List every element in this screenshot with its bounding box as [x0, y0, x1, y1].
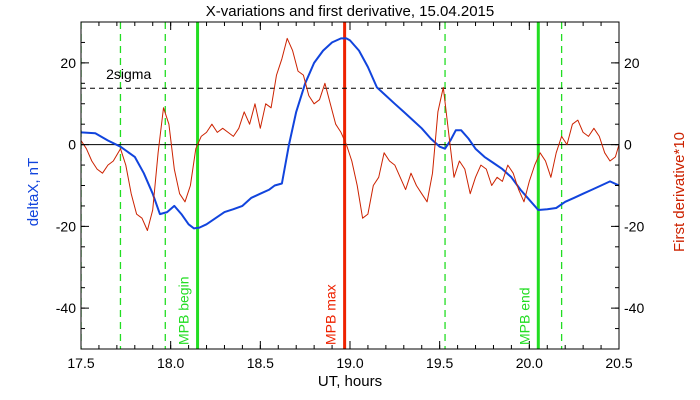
x-tick-label-4: 19.5 — [426, 355, 453, 371]
threshold-label: 2sigma — [106, 66, 151, 82]
series-line-0 — [81, 37, 619, 230]
y-tick-label-right-1: 0 — [624, 137, 632, 153]
vertical-marker-label-1: MPB max — [323, 284, 339, 345]
plot-area — [81, 22, 619, 349]
y-axis-left-label: deltaX, nT — [25, 158, 42, 226]
y-axis-right-label: First derivative*10 — [671, 132, 688, 252]
y-tick-label-left-2: -20 — [56, 218, 76, 234]
x-tick-label-0: 17.5 — [67, 355, 94, 371]
y-tick-label-left-0: 20 — [60, 55, 76, 71]
series-line-1 — [81, 37, 619, 231]
plot-content — [81, 22, 619, 349]
chart-title: X-variations and first derivative, 15.04… — [206, 3, 495, 20]
y-tick-label-left-3: -40 — [56, 300, 76, 316]
axes: 17.5 18.0 18.5 19.0 19.5 20.0 20.5 20 20 0 0 -20 -20… — [56, 21, 644, 371]
x-tick-label-6: 20.5 — [605, 355, 632, 371]
x-tick-label-3: 19.0 — [336, 355, 363, 371]
x-tick-label-2: 18.5 — [247, 355, 274, 371]
x-axis-label: UT, hours — [318, 373, 382, 390]
vertical-marker-label-2: MPB end — [516, 287, 532, 345]
y-tick-label-left-1: 0 — [68, 137, 76, 153]
vertical-marker-label-0: MPB begin — [176, 277, 192, 345]
x-tick-label-1: 18.0 — [157, 355, 184, 371]
y-tick-label-right-2: -20 — [624, 218, 644, 234]
y-tick-label-right-3: -40 — [624, 300, 644, 316]
x-tick-label-5: 20.0 — [516, 355, 543, 371]
y-tick-label-right-0: 20 — [624, 55, 640, 71]
